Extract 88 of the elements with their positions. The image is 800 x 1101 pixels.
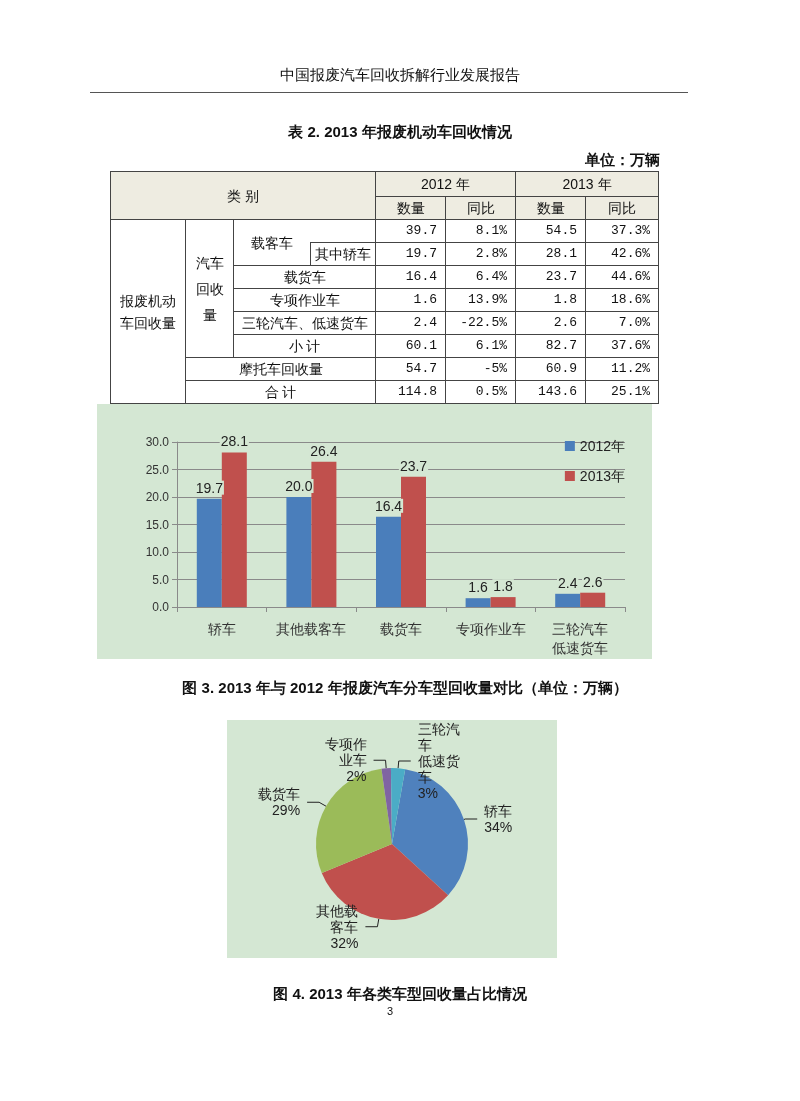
category-label: 其中轿车 [310, 242, 376, 266]
data-label: 82.7 [515, 334, 586, 358]
slice-label: 轿车 [484, 803, 513, 819]
text: 2013 年 [515, 171, 659, 197]
text: 2012 年 [375, 171, 516, 197]
text: 图 4. 2013 年各类车型回收量占比情况 [272, 984, 528, 1004]
data-label: 60.1 [375, 334, 446, 358]
data-label: 1.8 [493, 578, 514, 595]
data-label: 26.4 [310, 442, 338, 459]
data-label: 2.6 [515, 311, 586, 335]
category-label: 合 计 [185, 380, 376, 404]
data-label: 23.7 [515, 265, 586, 289]
data-label: 23.7 [399, 457, 428, 474]
data-label: 54.7 [375, 357, 446, 381]
data-label: 114.8 [375, 380, 446, 404]
data-label: 1.8 [515, 288, 586, 312]
data-label: 39.7 [375, 219, 446, 243]
data-label: 13.9% [445, 288, 516, 312]
text: 数量 [515, 196, 586, 220]
y-tick-label: 25.0 [145, 462, 170, 477]
text: 图 3. 2013 年与 2012 年报废汽车分车型回收量对比（单位：万辆） [181, 678, 629, 698]
y-tick-label: 0.0 [152, 600, 170, 614]
data-label: 3% [417, 785, 438, 801]
text: 表 2. 2013 年报废机动车回收情况 [287, 122, 513, 142]
legend-label: 2013年 [579, 468, 626, 484]
slice-label: 专项作业车 [324, 736, 367, 769]
data-label: 2.4 [375, 311, 446, 335]
category-label: 三轮汽车、低速货车 [233, 311, 376, 335]
data-label: 19.7 [375, 242, 446, 266]
y-tick-label: 30.0 [145, 435, 170, 449]
text: 报废机动车回收量 [110, 219, 186, 404]
data-label: 18.6% [585, 288, 659, 312]
y-tick-label: 15.0 [145, 517, 170, 532]
data-label: 11.2% [585, 357, 659, 381]
data-label: 28.1 [220, 433, 249, 450]
category-label: 专项作业车 [233, 288, 376, 312]
data-label: 25.1% [585, 380, 659, 404]
text: 类 别 [110, 171, 376, 220]
data-label: 16.4 [374, 497, 403, 514]
data-label: 28.1 [515, 242, 586, 266]
category-label: 小 计 [233, 334, 376, 358]
data-label: 7.0% [585, 311, 659, 335]
category-label: 载客车 [233, 219, 311, 266]
category-label: 载货车 [233, 265, 376, 289]
data-label: 2.6 [582, 573, 603, 590]
text: 汽车回收量 [185, 219, 234, 358]
data-label: 29% [272, 802, 301, 819]
data-label: 34% [484, 819, 513, 835]
data-label: 6.1% [445, 334, 516, 358]
data-label: 37.6% [585, 334, 659, 358]
data-label: 0.5% [445, 380, 516, 404]
data-label: 19.7 [195, 479, 224, 496]
x-tick-label: 载货车 [380, 620, 422, 637]
data-label: 1.6 [375, 288, 446, 312]
data-label: 2.8% [445, 242, 516, 266]
data-label: 44.6% [585, 265, 659, 289]
x-tick-label: 三轮汽车低速货车 [552, 620, 609, 656]
data-label: 16.4 [375, 265, 446, 289]
data-label: 8.1% [445, 219, 516, 243]
legend-label: 2012年 [579, 438, 626, 454]
text: 单位：万辆 [585, 150, 660, 170]
data-label: -5% [445, 357, 516, 381]
data-label: 20.0 [285, 478, 313, 494]
text: 中国报废汽车回收拆解行业发展报告 [279, 65, 521, 85]
text: 3 [385, 1005, 395, 1017]
slice-label: 载货车 [258, 786, 301, 803]
category-label: 摩托车回收量 [185, 357, 376, 381]
data-label: 1.6 [468, 579, 489, 596]
y-tick-label: 10.0 [145, 545, 170, 559]
y-tick-label: 20.0 [145, 490, 170, 504]
y-tick-label: 5.0 [152, 572, 170, 587]
data-label: 143.6 [515, 380, 586, 404]
x-tick-label: 轿车 [207, 620, 236, 637]
x-tick-label: 专项作业车 [455, 620, 526, 637]
data-label: 42.6% [585, 242, 659, 266]
text: 数量 [375, 196, 446, 220]
data-label: 60.9 [515, 357, 586, 381]
data-label: 2% [346, 768, 367, 785]
data-label: 2.4 [557, 574, 578, 591]
x-tick-label: 其他载客车 [276, 620, 347, 637]
data-label: 32% [330, 934, 359, 951]
data-label: -22.5% [445, 311, 516, 335]
data-label: 37.3% [585, 219, 659, 243]
legend-label: 同比 [445, 196, 516, 220]
legend-label: 同比 [585, 196, 659, 220]
data-label: 6.4% [445, 265, 516, 289]
slice-label: 其他载客车 [316, 902, 359, 935]
data-label: 54.5 [515, 219, 586, 243]
